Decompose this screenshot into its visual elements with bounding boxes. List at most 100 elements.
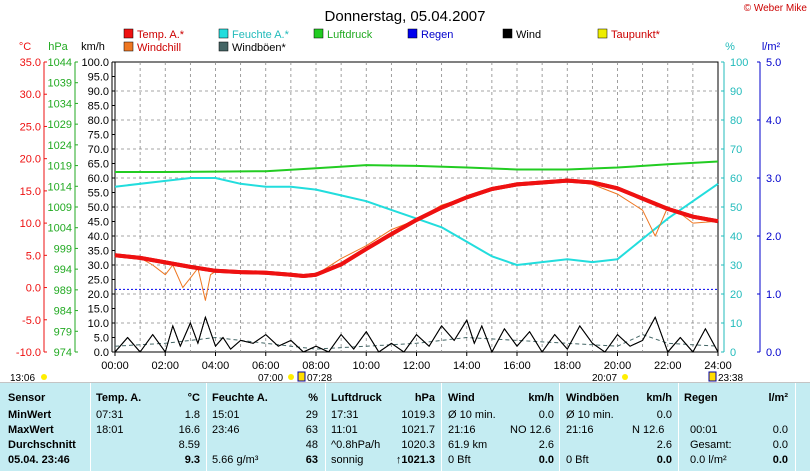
table-cell-rain-v: 0.0 — [772, 439, 788, 451]
temp-tick-label: 5.0 — [26, 250, 41, 262]
copyright-label: © Weber Mike — [744, 3, 808, 14]
wind-tick-label: 0.0 — [94, 347, 109, 359]
x-tick-label: 12:00 — [403, 360, 431, 372]
table-cell-gust-a: 21:16 — [566, 424, 594, 436]
x-tick-label: 22:00 — [654, 360, 682, 372]
rain-tick-label: 4.0 — [766, 115, 781, 127]
pressure-tick-label: 1019 — [48, 161, 72, 173]
series-feuchtea — [114, 177, 719, 266]
series-luftdruck — [115, 160, 719, 173]
table-cell-press: ↑1021.3 — [395, 454, 435, 466]
sunset-time-2: 23:38 — [718, 373, 743, 383]
wind-tick-label: 55.0 — [88, 188, 109, 200]
humidity-tick-label: 70 — [730, 144, 742, 156]
wind-tick-label: 70.0 — [88, 144, 109, 156]
header-gust-unit: km/h — [646, 392, 672, 404]
table-cell-wind-v: 0.0 — [538, 454, 554, 466]
wind-tick-label: 60.0 — [88, 173, 109, 185]
pressure-tick-label: 1039 — [48, 78, 72, 90]
table-cell-hum: 48 — [305, 439, 318, 451]
table-cell-rain-v: 0.0 — [772, 424, 788, 436]
table-cell-press-time: 17:31 — [331, 409, 359, 421]
legend-label-7: Windböen* — [232, 42, 287, 54]
table-cell-wind-v: 0.0 — [538, 409, 554, 421]
header-temp: Temp. A. — [96, 392, 142, 404]
rain-tick-label: 3.0 — [766, 173, 781, 185]
wind-tick-label: 65.0 — [88, 159, 109, 171]
rain-tick-label: 0.0 — [766, 347, 781, 359]
x-tick-label: 02:00 — [151, 360, 179, 372]
table-cell-hum-time: 15:01 — [212, 409, 240, 421]
chart-title: Donnerstag, 05.04.2007 — [325, 8, 486, 25]
humidity-tick-label: 90 — [730, 86, 742, 98]
temp-tick-label: -10.0 — [16, 347, 41, 359]
sunrise-time-2: 07:28 — [307, 373, 332, 383]
legend-label-6: Windchill — [137, 42, 181, 54]
y-axes: 35.0 30.0 25.0 20.0 15.0 10.0 5.0 0.0 -5.0 -10.0 1… — [16, 57, 781, 359]
legend-swatch-7 — [218, 41, 229, 52]
sunset-marker-icon — [708, 371, 717, 382]
table-cell-label: 05.04. 23:46 — [8, 454, 70, 466]
legend-label-3: Regen — [421, 29, 453, 41]
series-windchill — [114, 178, 719, 301]
pressure-tick-label: 979 — [54, 326, 72, 338]
header-pressure-unit: hPa — [414, 392, 435, 404]
wind-tick-label: 35.0 — [88, 246, 109, 258]
humidity-tick-label: 100 — [730, 57, 748, 69]
wind-tick-label: 100.0 — [81, 57, 109, 69]
header-gust: Windböen — [566, 392, 620, 404]
table-cell-gust-v: 0.0 — [656, 454, 672, 466]
temp-unit-label: °C — [19, 41, 31, 53]
series-lines — [114, 160, 719, 354]
wind-tick-label: 20.0 — [88, 289, 109, 301]
humidity-tick-label: 30 — [730, 260, 742, 272]
table-cell-press-time: ^0.8hPa/h — [331, 439, 381, 451]
legend-label-5: Taupunkt* — [611, 29, 661, 41]
table-cell-press-time: sonnig — [331, 454, 364, 466]
temp-tick-label: 20.0 — [20, 154, 41, 166]
table-cell-gust-v: 0.0 — [656, 409, 672, 421]
table-cell-hum: 29 — [305, 409, 318, 421]
pressure-tick-label: 1009 — [48, 202, 72, 214]
temp-tick-label: -5.0 — [22, 315, 41, 327]
series-temp-top — [114, 178, 719, 278]
temp-tick-label: 30.0 — [20, 89, 41, 101]
table-cell-press: 1019.3 — [401, 409, 435, 421]
wind-unit-label: km/h — [81, 41, 105, 53]
humidity-tick-label: 80 — [730, 115, 742, 127]
header-rain-unit: l/m² — [768, 392, 788, 404]
table-cell-hum-time: 23:46 — [212, 424, 240, 436]
table-cell-wind-a: Ø 10 min. — [448, 409, 496, 421]
humidity-tick-label: 20 — [730, 289, 742, 301]
x-axis: 00:00 02:00 04:00 06:00 08:00 10:00 12:00 14:00… — [101, 352, 732, 372]
legend-swatch-4 — [502, 28, 513, 39]
wind-tick-label: 30.0 — [88, 260, 109, 272]
x-tick-label: 20:00 — [604, 360, 632, 372]
legend-swatch-0 — [123, 28, 134, 39]
table-cell-wind-a: 0 Bft — [448, 454, 471, 466]
table-cell-press: 1021.7 — [401, 424, 435, 436]
header-rain: Regen — [684, 392, 718, 404]
chart-legend: Temp. A.* Feuchte A.* Luftdruck Regen Wind Ta… — [123, 28, 661, 54]
wind-tick-label: 50.0 — [88, 202, 109, 214]
table-cell-gust-a: 0 Bft — [566, 454, 589, 466]
table-cell-temp: 9.3 — [184, 454, 200, 466]
x-tick-label: 06:00 — [252, 360, 280, 372]
rain-unit-label: l/m² — [762, 41, 781, 53]
pressure-tick-label: 1024 — [48, 140, 72, 152]
wind-tick-label: 95.0 — [88, 72, 109, 84]
rain-tick-label: 2.0 — [766, 231, 781, 243]
table-cell-wind-a: 61.9 km — [448, 439, 488, 451]
temp-tick-label: 0.0 — [26, 283, 41, 295]
header-humidity: Feuchte A. — [212, 392, 268, 404]
wind-tick-label: 40.0 — [88, 231, 109, 243]
wind-tick-label: 85.0 — [88, 101, 109, 113]
pressure-tick-label: 1014 — [48, 181, 72, 193]
table-cell-label: Durchschnitt — [8, 439, 76, 451]
sunrise-marker-icon — [297, 371, 306, 382]
table-cell-gust-v: 2.6 — [656, 439, 672, 451]
wind-tick-label: 45.0 — [88, 217, 109, 229]
header-pressure: Luftdruck — [331, 392, 382, 404]
table-cell-temp: 1.8 — [184, 409, 200, 421]
legend-label-0: Temp. A.* — [137, 29, 185, 41]
